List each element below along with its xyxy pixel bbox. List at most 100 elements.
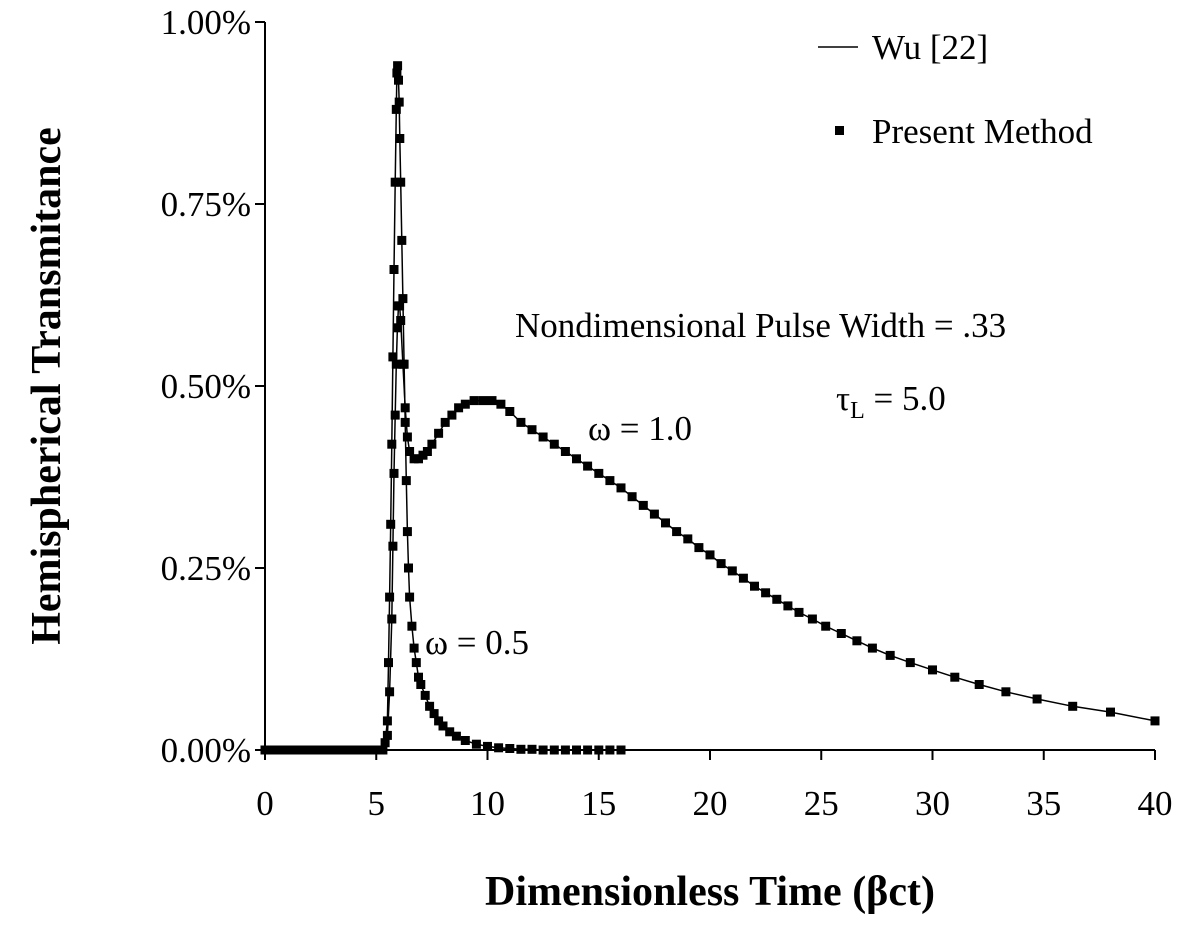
data-point	[420, 690, 430, 700]
data-point	[293, 745, 303, 755]
data-point	[605, 745, 615, 755]
x-tick-label: 35	[1026, 784, 1061, 823]
x-tick-label: 25	[804, 784, 839, 823]
data-point	[387, 439, 397, 449]
y-tick-label: 0.25%	[161, 549, 251, 588]
data-point	[407, 621, 417, 631]
data-point	[549, 439, 559, 449]
data-point	[347, 745, 357, 755]
data-point	[974, 680, 984, 689]
data-point	[505, 744, 515, 753]
series-markers	[260, 61, 1160, 755]
data-point	[821, 621, 831, 631]
data-point	[750, 581, 759, 591]
data-point	[394, 75, 403, 85]
series-line-0	[265, 305, 1156, 751]
data-point	[388, 352, 398, 362]
legend-label-present: Present Method	[872, 112, 1093, 151]
data-point	[400, 417, 410, 427]
data-point	[454, 403, 464, 413]
plot-area: 0.00% 0.25% 0.50% 0.75% 1.00% 0 5 10 15 20 25 30 35…	[161, 3, 1173, 823]
data-point	[405, 592, 415, 602]
annotation-tau: τL = 5.0	[836, 379, 946, 424]
data-point	[392, 323, 402, 333]
data-point	[340, 745, 350, 755]
data-point	[287, 745, 297, 755]
data-point	[549, 745, 559, 755]
data-point	[661, 518, 670, 528]
data-point	[483, 741, 492, 751]
data-point	[429, 709, 439, 719]
data-point	[273, 745, 283, 755]
data-point	[683, 534, 693, 544]
data-point	[538, 745, 548, 755]
data-point	[1150, 716, 1160, 726]
x-tick-label: 20	[693, 784, 728, 823]
y-tick-label: 1.00%	[161, 3, 251, 42]
data-point	[396, 177, 406, 187]
data-point	[505, 407, 515, 416]
data-point	[928, 665, 937, 675]
data-point	[391, 359, 401, 369]
data-point	[616, 745, 626, 755]
data-point	[572, 454, 581, 464]
data-point	[852, 636, 862, 646]
data-point	[516, 417, 526, 427]
data-point	[807, 614, 817, 624]
data-point	[867, 643, 877, 653]
data-point	[400, 403, 410, 413]
data-point	[716, 559, 726, 569]
data-point	[380, 738, 390, 748]
x-tick-label: 40	[1138, 784, 1173, 823]
x-tick-label: 30	[915, 784, 950, 823]
data-point	[469, 396, 479, 406]
data-point	[527, 425, 537, 435]
data-point	[478, 396, 488, 406]
data-point	[527, 744, 537, 754]
data-point	[402, 527, 412, 537]
tau-value: = 5.0	[865, 379, 946, 418]
x-tick-label: 0	[256, 784, 274, 823]
data-point	[411, 658, 421, 668]
data-point	[471, 739, 481, 749]
tau-symbol: τ	[836, 379, 850, 418]
data-point	[267, 745, 277, 755]
data-point	[434, 716, 444, 726]
annotation-omega-05: ω = 0.5	[425, 623, 529, 662]
data-point	[414, 672, 423, 682]
data-point	[594, 468, 604, 478]
data-point	[783, 601, 793, 611]
legend-label-wu: Wu [22]	[872, 28, 988, 67]
tau-subscript: L	[850, 398, 865, 424]
data-point	[333, 745, 343, 755]
data-point	[320, 745, 330, 755]
data-point	[313, 745, 323, 755]
data-point	[627, 492, 637, 502]
y-axis-title: Hemispherical Transmitance	[24, 127, 70, 645]
data-point	[1001, 687, 1011, 697]
data-point	[1032, 694, 1042, 704]
data-point	[385, 592, 395, 602]
data-point	[382, 716, 392, 726]
annotation-pulse-width: Nondimensional Pulse Width = .33	[515, 306, 1006, 345]
data-point	[460, 399, 470, 409]
data-point	[390, 177, 400, 187]
data-point	[353, 745, 363, 755]
data-point	[905, 658, 915, 668]
data-point	[391, 104, 401, 114]
data-point	[583, 461, 593, 471]
data-point	[950, 672, 960, 682]
data-point	[360, 745, 370, 755]
y-tick-label: 0.75%	[161, 185, 251, 224]
data-point	[487, 396, 497, 406]
data-point	[447, 410, 457, 420]
data-point	[572, 745, 581, 755]
x-axis-title: Dimensionless Time (βct)	[485, 869, 935, 915]
legend: Wu [22] Present Method	[818, 28, 1093, 151]
data-point	[307, 745, 317, 755]
data-point	[616, 483, 626, 493]
data-point	[496, 399, 506, 409]
data-point	[374, 745, 383, 755]
series-lines	[265, 65, 1156, 751]
